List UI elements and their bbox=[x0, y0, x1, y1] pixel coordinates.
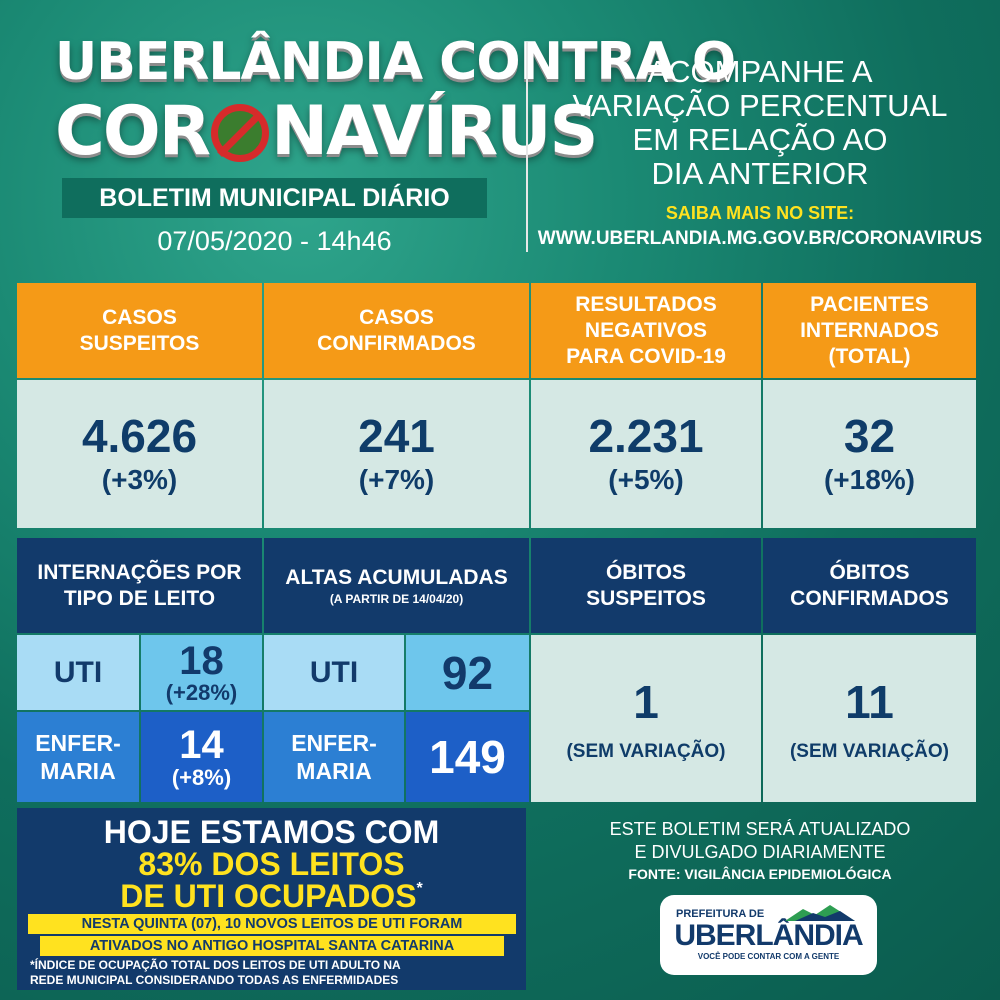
campaign-title-part-b: NAVÍRUS bbox=[271, 92, 598, 171]
header-internacoes: INTERNAÇÕES POR TIPO DE LEITO bbox=[17, 538, 262, 633]
internacoes-uti-label: UTI bbox=[17, 635, 139, 710]
campaign-title-part-a: COR bbox=[55, 92, 211, 171]
stat-change: (+7%) bbox=[358, 464, 435, 495]
header-altas: ALTAS ACUMULADAS (A PARTIR DE 14/04/20) bbox=[264, 538, 529, 633]
header-casos-suspeitos: CASOS SUSPEITOS bbox=[17, 283, 262, 378]
occupancy-footnote: *ÍNDICE DE OCUPAÇÃO TOTAL DOS LEITOS DE … bbox=[30, 958, 401, 987]
value-resultados-negativos: 2.231 (+5%) bbox=[531, 380, 761, 528]
campaign-title-line2: COR NAVÍRUS bbox=[55, 92, 598, 171]
header-casos-confirmados: CASOS CONFIRMADOS bbox=[264, 283, 529, 378]
stat-change: (+5%) bbox=[608, 464, 684, 495]
occupancy-line1: HOJE ESTAMOS COM bbox=[103, 814, 440, 850]
altas-uti-label: UTI bbox=[264, 635, 404, 710]
internacoes-enfermaria-label: ENFER- MARIA bbox=[17, 712, 139, 802]
internacoes-uti-value: 18 (+28%) bbox=[141, 635, 262, 710]
bulletin-banner: BOLETIM MUNICIPAL DIÁRIO bbox=[62, 178, 487, 218]
variation-notice-line: EM RELAÇÃO AO bbox=[632, 122, 888, 157]
value-pacientes-internados: 32 (+18%) bbox=[763, 380, 976, 528]
stat-change: (+3%) bbox=[101, 464, 178, 495]
site-url-link[interactable]: WWW.UBERLANDIA.MG.GOV.BR/CORONAVIRUS bbox=[537, 228, 983, 249]
altas-enfermaria-label: ENFER- MARIA bbox=[264, 712, 404, 802]
variation-notice-line: DIA ANTERIOR bbox=[651, 156, 869, 191]
site-label: SAIBA MAIS NO SITE: bbox=[665, 203, 855, 223]
header-obitos-confirmados: ÓBITOS CONFIRMADOS bbox=[763, 538, 976, 633]
occupancy-line3: DE UTI OCUPADOS* bbox=[120, 878, 423, 914]
stat-value: 4.626 bbox=[81, 410, 198, 462]
new-beds-highlight-2: ATIVADOS NO ANTIGO HOSPITAL SANTA CATARI… bbox=[40, 936, 504, 956]
bulletin-datetime: 07/05/2020 - 14h46 bbox=[157, 226, 392, 256]
virus-prohibited-icon bbox=[211, 104, 270, 162]
variation-notice: ACOMPANHE A VARIAÇÃO PERCENTUAL EM RELAÇ… bbox=[540, 55, 980, 191]
variation-notice-line: VARIAÇÃO PERCENTUAL bbox=[572, 88, 948, 123]
data-source: FONTE: VIGILÂNCIA EPIDEMIOLÓGICA bbox=[628, 866, 892, 882]
hills-logo-icon bbox=[785, 905, 855, 921]
value-obitos-confirmados: 11 (SEM VARIAÇÃO) bbox=[763, 635, 976, 802]
stat-value: 32 bbox=[843, 410, 896, 462]
altas-uti-value: 92 bbox=[406, 635, 529, 710]
update-notice: ESTE BOLETIM SERÁ ATUALIZADO E DIVULGADO … bbox=[609, 819, 911, 862]
stat-change: (+18%) bbox=[823, 464, 916, 495]
header-divider bbox=[526, 42, 528, 252]
header-pacientes-internados: PACIENTES INTERNADOS (TOTAL) bbox=[763, 283, 976, 378]
header-resultados-negativos: RESULTADOS NEGATIVOS PARA COVID-19 bbox=[531, 283, 761, 378]
header-obitos-suspeitos: ÓBITOS SUSPEITOS bbox=[531, 538, 761, 633]
value-obitos-suspeitos: 1 (SEM VARIAÇÃO) bbox=[531, 635, 761, 802]
internacoes-enfermaria-value: 14 (+8%) bbox=[141, 712, 262, 802]
altas-enfermaria-value: 149 bbox=[406, 712, 529, 802]
value-casos-suspeitos: 4.626 (+3%) bbox=[17, 380, 262, 528]
variation-notice-line: ACOMPANHE A bbox=[647, 54, 873, 89]
stat-value: 241 bbox=[358, 410, 435, 462]
occupancy-line2: 83% DOS LEITOS bbox=[138, 846, 405, 882]
value-casos-confirmados: 241 (+7%) bbox=[264, 380, 529, 528]
prefeitura-logo: PREFEITURA DE UBERLÂNDIA VOCÊ PODE CONTA… bbox=[660, 895, 877, 975]
campaign-title-line1: UBERLÂNDIA CONTRA O bbox=[55, 32, 736, 92]
uti-occupancy-panel bbox=[17, 808, 526, 990]
new-beds-highlight-1: NESTA QUINTA (07), 10 NOVOS LEITOS DE UT… bbox=[28, 914, 516, 934]
stat-value: 2.231 bbox=[588, 410, 704, 462]
